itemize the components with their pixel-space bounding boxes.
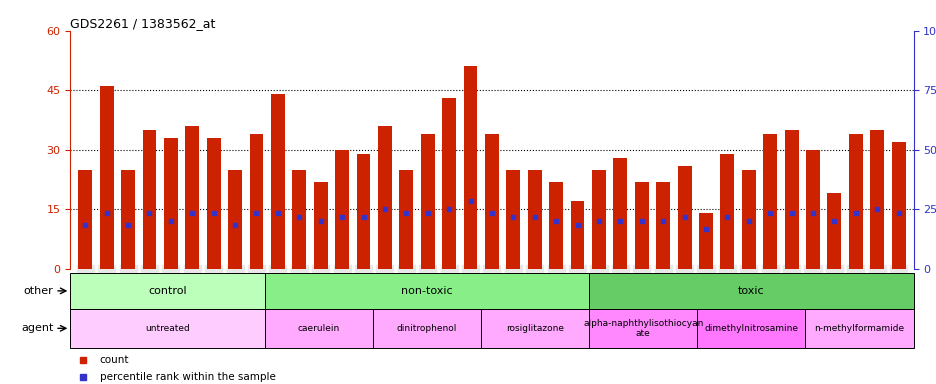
Text: dimethylnitrosamine: dimethylnitrosamine: [704, 324, 797, 333]
Text: dinitrophenol: dinitrophenol: [397, 324, 457, 333]
Text: caerulein: caerulein: [298, 324, 340, 333]
Bar: [399, 170, 413, 269]
Bar: [292, 170, 306, 269]
Text: n-methylformamide: n-methylformamide: [813, 324, 903, 333]
Text: toxic: toxic: [738, 286, 764, 296]
Bar: [70, 309, 265, 348]
Bar: [655, 182, 669, 269]
Bar: [696, 309, 805, 348]
Bar: [121, 170, 135, 269]
Bar: [826, 194, 841, 269]
Text: rosiglitazone: rosiglitazone: [505, 324, 563, 333]
Bar: [805, 150, 819, 269]
Bar: [207, 138, 220, 269]
Bar: [720, 154, 734, 269]
Text: control: control: [148, 286, 186, 296]
Bar: [505, 170, 519, 269]
Text: untreated: untreated: [145, 324, 190, 333]
Bar: [185, 126, 199, 269]
Bar: [227, 170, 241, 269]
Bar: [698, 213, 712, 269]
Bar: [442, 98, 456, 269]
Bar: [99, 86, 113, 269]
Bar: [480, 309, 589, 348]
Bar: [589, 273, 913, 309]
Bar: [335, 150, 349, 269]
Bar: [527, 170, 541, 269]
Bar: [271, 94, 285, 269]
Bar: [613, 158, 626, 269]
Bar: [420, 134, 434, 269]
Bar: [265, 273, 589, 309]
Bar: [592, 170, 606, 269]
Bar: [634, 182, 648, 269]
Bar: [763, 134, 776, 269]
Bar: [589, 309, 696, 348]
Bar: [70, 273, 265, 309]
Text: count: count: [99, 355, 129, 365]
Bar: [570, 201, 584, 269]
Bar: [891, 142, 904, 269]
Bar: [485, 134, 498, 269]
Text: GDS2261 / 1383562_at: GDS2261 / 1383562_at: [70, 17, 215, 30]
Bar: [463, 66, 477, 269]
Bar: [870, 130, 884, 269]
Text: non-toxic: non-toxic: [401, 286, 452, 296]
Bar: [677, 166, 691, 269]
Bar: [783, 130, 797, 269]
Bar: [373, 309, 480, 348]
Bar: [357, 154, 370, 269]
Bar: [249, 134, 263, 269]
Bar: [79, 170, 92, 269]
Text: percentile rank within the sample: percentile rank within the sample: [99, 372, 275, 382]
Text: alpha-naphthylisothiocyan
ate: alpha-naphthylisothiocyan ate: [582, 319, 703, 338]
Bar: [805, 309, 913, 348]
Bar: [848, 134, 862, 269]
Bar: [265, 309, 373, 348]
Text: other: other: [23, 286, 53, 296]
Bar: [741, 170, 755, 269]
Bar: [548, 182, 563, 269]
Bar: [314, 182, 328, 269]
Bar: [377, 126, 391, 269]
Text: agent: agent: [21, 323, 53, 333]
Bar: [142, 130, 156, 269]
Bar: [164, 138, 178, 269]
